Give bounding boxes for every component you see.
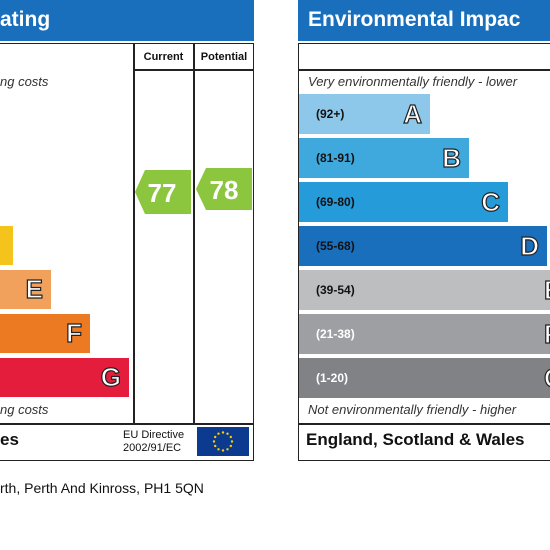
eu-directive-line2: 2002/91/EC <box>123 442 182 454</box>
eu-star <box>217 448 220 451</box>
eu-star <box>229 444 232 448</box>
environmental-footer-rule <box>298 423 550 425</box>
current-rating-arrow: 77 <box>135 170 191 214</box>
eu-star <box>226 432 229 435</box>
potential-rating-value: 78 <box>210 175 239 205</box>
environmental-footer-region: England, Scotland & Wales <box>306 430 525 449</box>
eu-star <box>226 448 229 451</box>
environmental-impact-frame <box>298 43 550 461</box>
property-address: rth, Perth And Kinross, PH1 5QN <box>0 480 204 496</box>
eu-flag-stars <box>212 431 234 452</box>
environmental-bottom-note: Not environmentally friendly - higher <box>308 402 517 417</box>
current-column-header: Current <box>143 51 184 63</box>
energy-rating-frame <box>0 43 254 461</box>
eu-star <box>221 431 225 434</box>
energy-top-note: ng costs <box>0 74 49 89</box>
environmental-header-rule <box>298 69 550 71</box>
eu-directive-label: EU Directive 2002/91/EC <box>123 429 184 455</box>
eu-star <box>214 444 217 448</box>
eu-star <box>212 440 216 443</box>
energy-footer-region: es <box>0 430 19 449</box>
eu-star <box>217 432 220 435</box>
current-rating-arrow-shape <box>135 170 191 214</box>
current-rating-value: 77 <box>148 178 177 208</box>
eu-directive-line1: EU Directive <box>123 429 185 441</box>
eu-star <box>221 449 225 452</box>
potential-rating-arrow: 78 <box>196 168 252 210</box>
energy-band-g: G <box>0 358 129 397</box>
energy-bottom-note: ng costs <box>0 402 49 417</box>
energy-potential-divider <box>193 43 195 424</box>
environmental-impact-header: Environmental Impac <box>298 0 550 41</box>
energy-rating-title: ating <box>0 8 51 31</box>
eu-flag-icon <box>197 427 249 456</box>
eu-star <box>229 435 232 439</box>
energy-band-f: F <box>0 314 90 353</box>
energy-current-divider <box>133 43 135 424</box>
environmental-top-note: Very environmentally friendly - lower <box>308 74 518 89</box>
energy-footer-rule <box>0 423 254 425</box>
eu-star <box>230 440 234 443</box>
energy-band-letter: G <box>100 361 121 392</box>
potential-rating-arrow-shape <box>196 168 252 210</box>
energy-band-e: E <box>0 270 51 309</box>
environmental-impact-title: Environmental Impac <box>308 8 521 31</box>
energy-band-partial <box>0 226 13 265</box>
energy-band-letter: F <box>66 317 83 348</box>
energy-rating-header: ating <box>0 0 254 41</box>
eu-star <box>214 435 217 439</box>
energy-header-rule <box>133 69 254 71</box>
energy-band-letter: E <box>25 273 44 304</box>
potential-column-header: Potential <box>200 51 248 63</box>
